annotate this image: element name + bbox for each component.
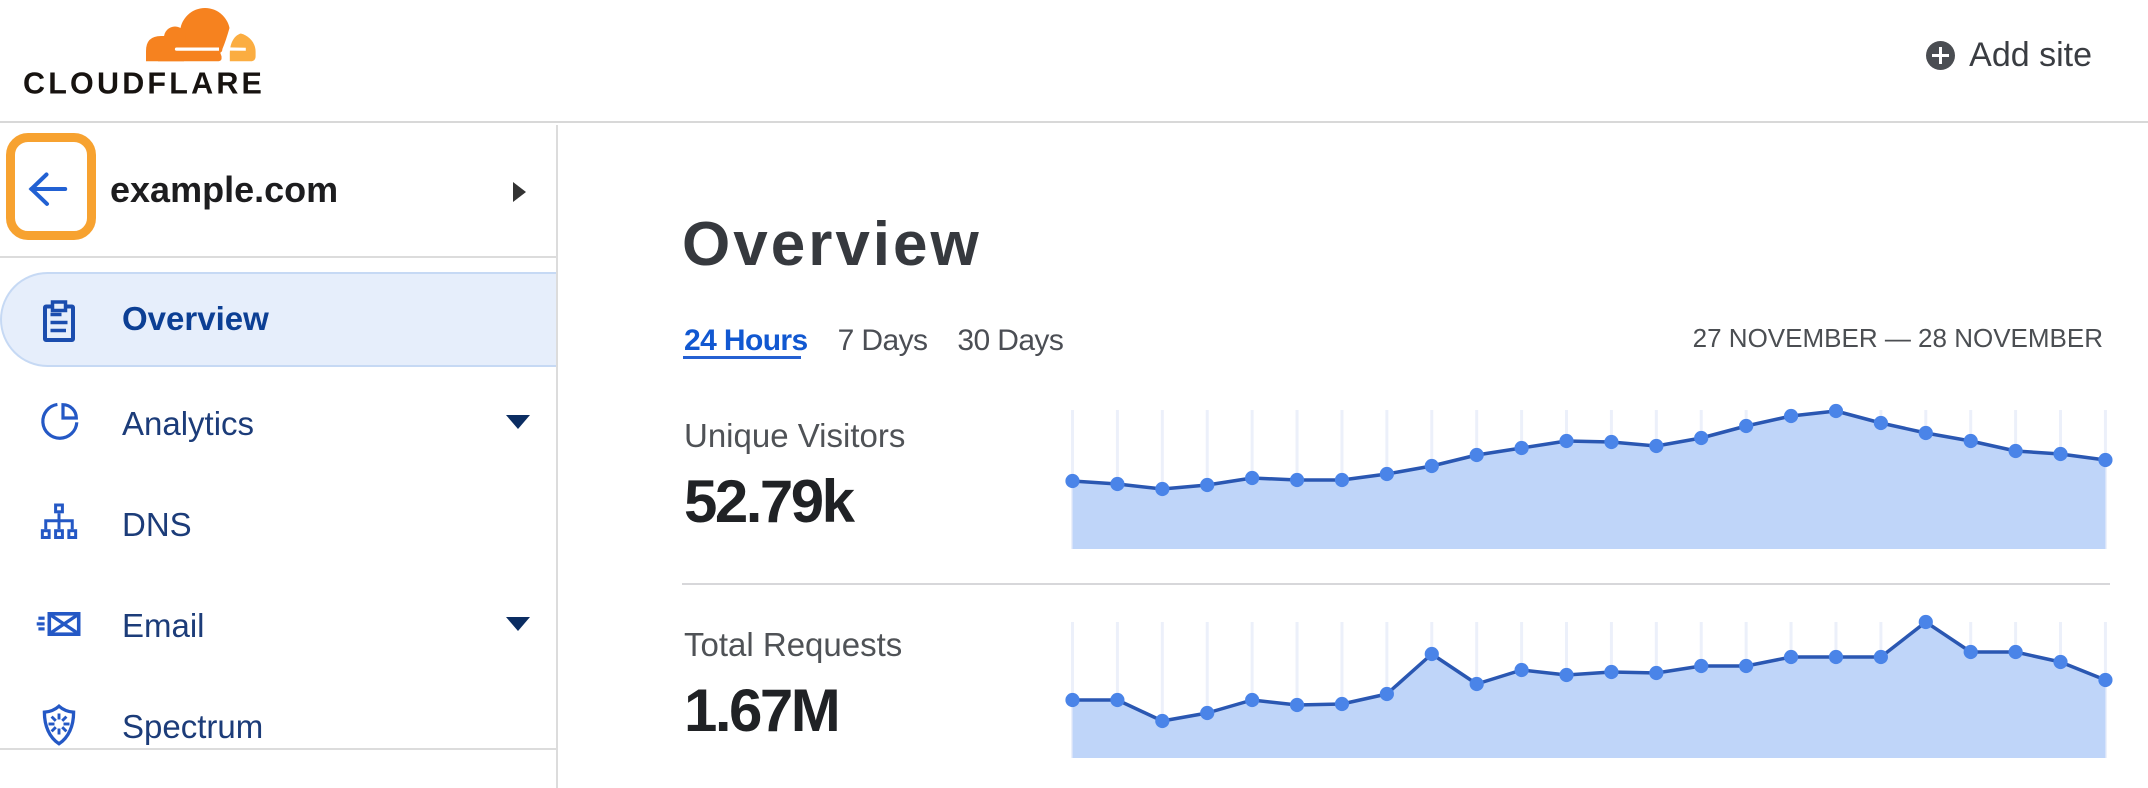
svg-text:CLOUDFLARE: CLOUDFLARE <box>23 67 262 99</box>
